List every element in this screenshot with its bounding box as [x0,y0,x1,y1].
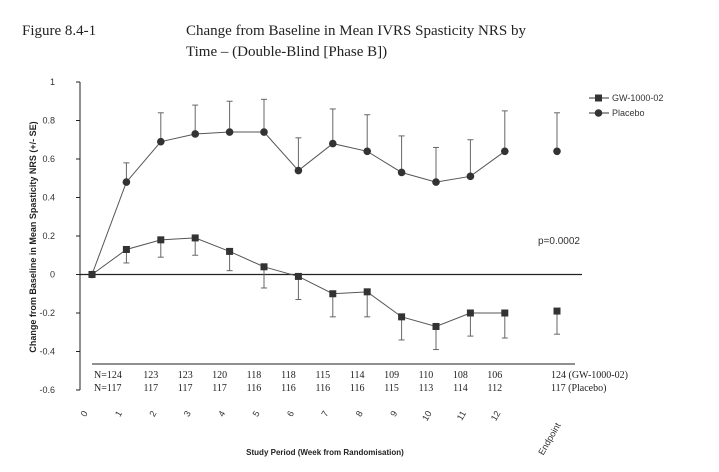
data-point-square [329,290,337,298]
n-count: 115 [315,370,330,381]
data-point-circle [501,147,509,156]
y-axis-label: Change from Baseline in Mean Spasticity … [28,121,38,352]
data-point-square [432,322,440,330]
x-tick-label: 0 [79,409,90,418]
n-count: 113 [419,383,434,394]
legend-label-placebo: Placebo [612,108,645,118]
n-count: 106 [487,370,502,381]
n-count: 118 [281,370,296,381]
n-count: 117 [178,383,193,394]
data-point-square [191,234,199,242]
data-point-square [398,313,406,321]
data-point-circle [260,128,268,136]
x-tick-label: 11 [455,409,468,422]
data-point-circle [363,147,372,156]
n-count: N=117 [94,383,122,394]
n-count: 108 [453,370,468,381]
data-point-square [466,309,474,317]
n-count: 114 [453,383,468,394]
chart-title-line-2: Time – (Double-Blind [Phase B]) [186,44,387,60]
chart-title-line-1: Change from Baseline in Mean IVRS Spasti… [186,23,526,39]
y-tick-label: 0.8 [42,116,55,126]
n-count: 112 [487,383,502,394]
n-count: 109 [384,370,399,381]
n-count: 117 [143,383,158,394]
series-gw-1000-02 [88,234,561,351]
x-tick-label: 6 [285,409,296,418]
data-point-circle [157,137,165,146]
n-count: 120 [212,370,227,381]
n-count: 117 [212,383,227,394]
figure-label: Figure 8.4-1 [22,23,96,39]
data-point-circle [191,130,199,138]
x-tick-label: 10 [420,409,434,423]
legend-marker-square [595,94,602,102]
n-count: 110 [419,370,434,381]
x-tick-label: 2 [147,409,158,418]
data-point-circle [466,172,475,181]
n-count: 116 [247,383,262,394]
y-tick-label: 1 [50,77,55,87]
legend-marker-circle [594,109,603,117]
n-count: 116 [281,383,296,394]
x-tick-label: 4 [216,409,227,418]
legend-label-gw: GW-1000-02 [612,93,663,103]
x-tick-label: 7 [319,409,330,418]
series-placebo [88,98,561,279]
data-point-circle [553,147,561,156]
data-point-square [294,272,302,280]
data-point-square [122,245,130,253]
data-point-circle [225,128,234,136]
y-tick-label: -0.6 [39,385,55,395]
x-tick-label: 12 [489,409,503,423]
n-count: 123 [143,370,158,381]
n-count: 116 [350,383,365,394]
data-point-circle [397,168,406,177]
n-count: 116 [315,383,330,394]
data-point-square [260,263,268,271]
n-count: 123 [178,370,193,381]
y-tick-label: -0.2 [39,308,55,318]
x-tick-label: Endpoint [536,421,563,457]
data-point-circle [294,166,303,175]
y-tick-label: 0.6 [42,154,55,164]
n-count: 115 [384,383,399,394]
data-point-circle [122,178,131,186]
data-point-circle [432,178,440,186]
data-point-circle [329,139,337,148]
data-point-square [501,309,509,317]
y-tick-label: -0.4 [39,347,55,357]
y-tick-label: 0.4 [42,193,55,203]
y-tick-label: 0.2 [42,231,55,241]
x-axis-label: Study Period (Week from Randomisation) [246,448,404,457]
x-tick-label: 9 [388,409,399,418]
data-point-square [226,247,234,255]
x-tick-label: 5 [251,409,262,418]
data-point-circle [88,270,96,279]
n-count: 124 (GW-1000-02) [551,370,628,381]
axes [76,81,582,391]
data-point-square [553,307,561,315]
x-tick-label: 8 [354,409,365,418]
p-value-annotation: p=0.0002 [538,236,580,247]
n-table: N=124 123 123 120 118 118 115 114 109 110 108 106 12… [92,363,628,394]
data-point-square [157,236,165,244]
n-count: 117 (Placebo) [551,383,606,394]
n-count: 118 [247,370,262,381]
y-tick-label: 0 [50,270,55,280]
series-layer [88,98,561,351]
y-tick-labels: 1 0.8 0.6 0.4 0.2 0 -0.2 -0.4 -0.6 [39,77,55,395]
n-count: 114 [350,370,365,381]
n-count: N=124 [94,370,122,381]
legend: GW-1000-02 Placebo [589,93,663,118]
data-point-square [363,288,371,296]
x-tick-label: 1 [113,409,124,418]
x-tick-label: 3 [182,409,193,418]
